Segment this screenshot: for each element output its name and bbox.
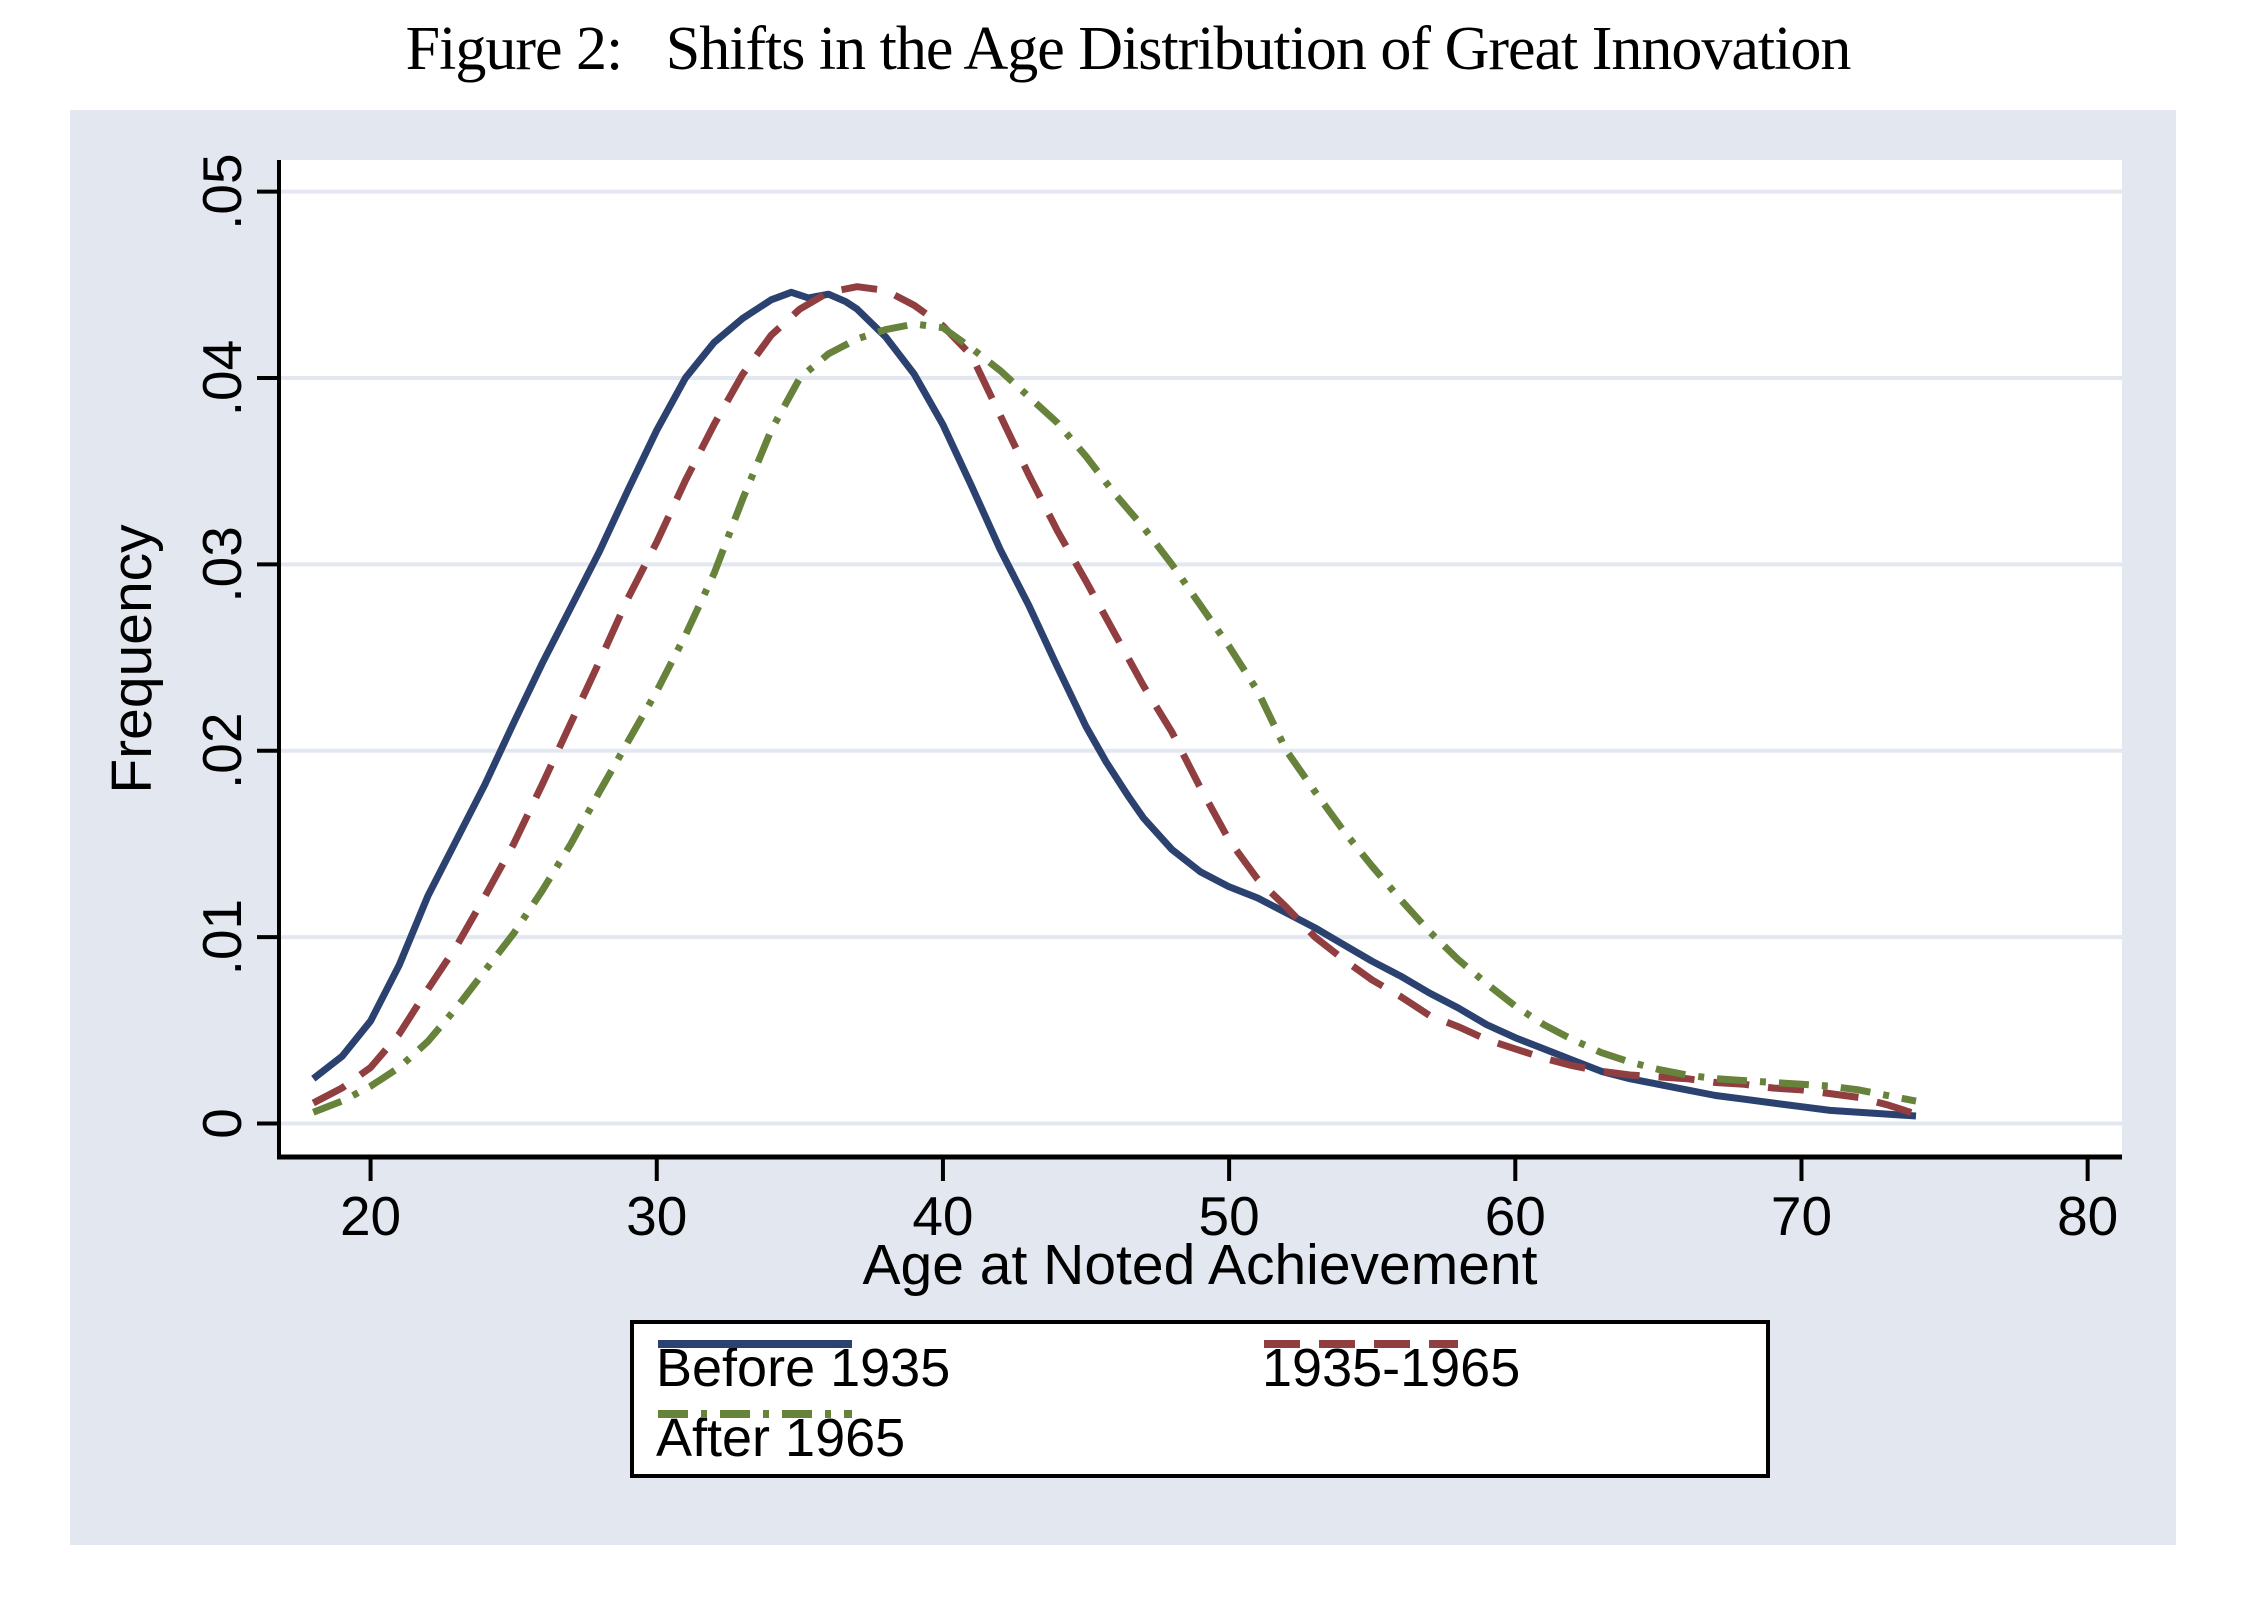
figure-title: Figure 2: Shifts in the Age Distribution…	[405, 15, 1852, 83]
legend-item-before-1935: Before 1935	[656, 1338, 950, 1398]
x-tick-label: 20	[340, 1185, 401, 1247]
legend-line-1935-1965-icon	[1264, 1340, 1458, 1348]
y-tick-label: .04	[191, 340, 253, 416]
legend-label-after-1965: After 1965	[656, 1408, 906, 1468]
x-tick-label: 30	[626, 1185, 687, 1247]
legend-item-1935-1965: 1935-1965	[1262, 1338, 1520, 1398]
legend-item-after-1965: After 1965	[656, 1408, 905, 1468]
y-tick-label: .05	[191, 153, 253, 229]
plot-area	[279, 160, 2122, 1157]
series-line-0	[311, 288, 1917, 1120]
figure-region: 0 .01 .02 .03 .04 .05 20 30 40 50 60 70 80 Frequency…	[70, 110, 2176, 1545]
y-tick-label: .01	[191, 899, 253, 975]
density-chart: 0 .01 .02 .03 .04 .05 20 30 40 50 60 70 80	[191, 153, 2122, 1247]
series-line-1	[311, 283, 1918, 1118]
x-tick-label: 70	[1771, 1185, 1832, 1247]
y-tick-label: 0	[191, 1108, 253, 1139]
y-tick-label: .03	[191, 526, 253, 602]
legend-line-after-1965-icon	[658, 1410, 852, 1418]
x-tick-label: 80	[2057, 1185, 2118, 1247]
legend-box: Before 1935 1935-1965 After 1965	[630, 1320, 1770, 1478]
legend-line-before-1935-icon	[658, 1340, 852, 1348]
series-line-2	[312, 320, 1917, 1116]
x-tick-label: 40	[912, 1185, 973, 1247]
x-axis-title: Age at Noted Achievement	[862, 1233, 1538, 1297]
y-tick-label: .02	[191, 713, 253, 789]
y-axis-title: Frequency	[100, 524, 164, 794]
x-tick-label: 60	[1485, 1185, 1546, 1247]
x-tick-label: 50	[1199, 1185, 1260, 1247]
